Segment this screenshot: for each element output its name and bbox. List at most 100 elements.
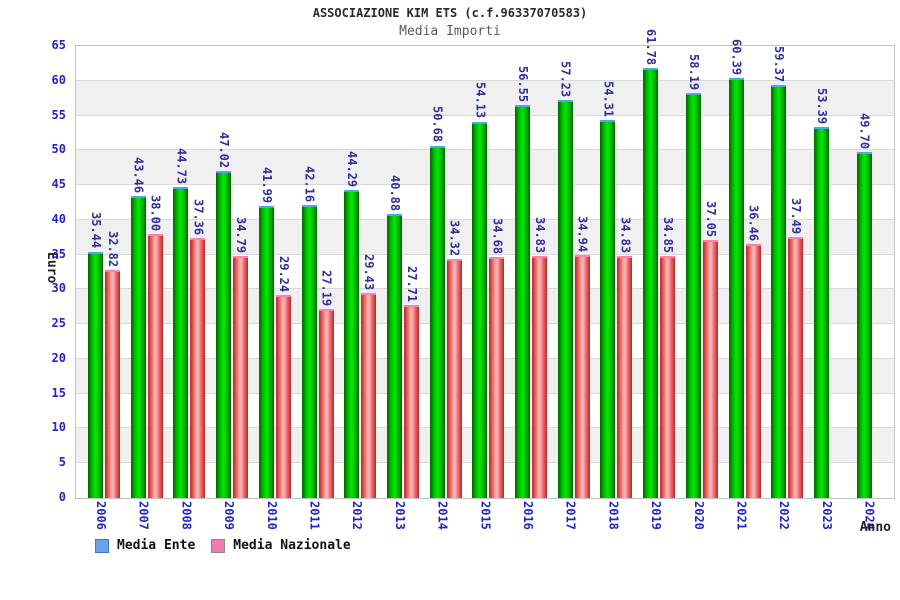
bar-media-nazionale-2022: [788, 237, 804, 498]
y-tick-label: 0: [58, 490, 66, 504]
x-tick-label: 2024: [862, 501, 877, 530]
bar-value-label: 43.46: [131, 156, 146, 193]
x-tick-label: 2008: [179, 501, 194, 530]
bar-media-ente-2022: [771, 85, 787, 498]
y-tick-label: 40: [51, 211, 66, 226]
bar-value-label: 32.82: [106, 230, 120, 267]
y-tick-label: 55: [51, 107, 66, 122]
legend-label-media-nazionale: Media Nazionale: [233, 538, 351, 553]
bar-media-ente-2011: [301, 204, 317, 498]
bar-value-label: 49.70: [857, 113, 872, 150]
bar-value-label: 50.68: [430, 106, 445, 143]
x-tick-label: 2020: [691, 501, 706, 530]
bar-media-ente-2016: [515, 104, 530, 498]
x-tick-label: 2022: [777, 501, 792, 530]
bar-media-nazionale-2007: [147, 233, 163, 498]
x-axis-ticks: 2006 2007 2008 2009 2010 2011 2012 2013 2014 2015…: [75, 501, 893, 541]
bar-value-label: 61.78: [644, 29, 659, 66]
bar-value-label: 54.31: [601, 81, 616, 118]
y-tick-label: 35: [51, 246, 66, 261]
bar-media-ente-2015: [472, 121, 488, 498]
bar-media-nazionale-2020: [702, 240, 718, 498]
bar-value-label: 60.39: [729, 38, 744, 76]
gridline: [76, 114, 894, 116]
bar-value-label: 35.44: [89, 212, 103, 249]
bar-value-label: 56.55: [516, 65, 530, 102]
bar-value-label: 57.23: [558, 60, 573, 98]
legend: Media Ente Media Nazionale: [95, 538, 351, 553]
bar-media-nazionale-2014: [446, 259, 462, 498]
bar-value-label: 29.24: [276, 255, 291, 292]
bar-media-ente-2006: [88, 251, 103, 498]
x-tick-label: 2017: [563, 501, 578, 530]
x-tick-label: 2023: [819, 501, 834, 530]
plot-band: [76, 46, 894, 81]
x-tick-label: 2016: [521, 501, 535, 530]
legend-swatch-media-nazionale-icon: [211, 538, 226, 553]
legend-swatch-media-ente-icon: [95, 538, 109, 553]
bar-media-nazionale-2009: [233, 256, 249, 498]
bar-value-label: 38.00: [148, 194, 163, 231]
x-tick-label: 2013: [392, 501, 407, 530]
bar-value-label: 47.02: [217, 131, 232, 169]
y-tick-label: 65: [51, 38, 66, 52]
bar-media-ente-2023: [813, 126, 829, 498]
x-tick-label: 2015: [478, 501, 493, 530]
bar-value-label: 34.32: [447, 220, 462, 257]
legend-item-media-nazionale: Media Nazionale: [211, 538, 351, 553]
bar-media-nazionale-2013: [403, 305, 419, 498]
bar-media-nazionale-2008: [190, 238, 206, 498]
bar-value-label: 40.88: [387, 174, 402, 211]
bar-media-nazionale-2010: [275, 294, 291, 498]
bar-value-label: 34.83: [618, 216, 633, 253]
bar-media-ente-2024: [856, 152, 872, 498]
bar-value-label: 27.71: [404, 266, 419, 303]
x-tick-label: 2019: [649, 501, 664, 530]
plot-area: 35.44 32.82 43.46 38.00 44.73 37.36 47.02 34.79…: [75, 29, 895, 499]
bar-media-ente-2007: [130, 195, 146, 498]
y-tick-label: 10: [51, 420, 66, 435]
y-axis-title: Euro: [44, 252, 59, 284]
bar-value-label: 37.49: [789, 198, 804, 235]
bar-value-label: 53.39: [814, 87, 829, 124]
bar-value-label: 29.43: [362, 254, 377, 291]
legend-label-media-ente: Media Ente: [117, 538, 196, 553]
bar-media-nazionale-2021: [745, 244, 761, 498]
bar-value-label: 36.46: [746, 205, 761, 242]
bar-media-nazionale-2006: [105, 269, 120, 498]
y-tick-label: 30: [51, 281, 66, 296]
bar-media-nazionale-2019: [660, 255, 676, 498]
bar-media-nazionale-2015: [489, 256, 505, 498]
y-tick-label: 50: [51, 142, 66, 157]
y-tick-label: 20: [51, 350, 66, 365]
y-tick-label: 45: [51, 177, 66, 192]
bar-value-label: 34.68: [490, 217, 505, 254]
bar-media-ente-2013: [386, 213, 402, 498]
bar-media-ente-2017: [557, 100, 573, 498]
bar-media-ente-2010: [258, 206, 274, 498]
bar-value-label: 54.13: [473, 82, 488, 119]
bar-media-nazionale-2017: [574, 255, 590, 498]
gridline: [76, 79, 894, 81]
bar-media-ente-2019: [643, 68, 659, 498]
x-tick-label: 2021: [734, 501, 749, 530]
bar-value-label: 34.83: [533, 216, 547, 253]
x-tick-label: 2011: [307, 501, 322, 530]
x-tick-label: 2007: [136, 501, 151, 530]
bar-value-label: 27.19: [319, 269, 334, 306]
y-tick-label: 15: [51, 385, 66, 400]
bar-value-label: 34.94: [575, 215, 590, 253]
bar-value-label: 42.16: [302, 165, 317, 202]
chart-subtitle: Media Importi: [399, 24, 501, 39]
bar-value-label: 37.05: [703, 201, 718, 238]
bar-media-nazionale-2018: [617, 255, 633, 498]
bar-media-ente-2012: [344, 190, 360, 498]
y-tick-label: 60: [51, 72, 66, 87]
bar-media-ente-2009: [216, 171, 232, 498]
bar-media-nazionale-2012: [361, 293, 377, 498]
bar-value-label: 58.19: [686, 54, 701, 91]
bar-value-label: 34.79: [234, 216, 249, 254]
y-axis-ticks: 0 5 10 15 20 25 30 35 40 45 50 55 60 65: [0, 38, 66, 504]
legend-item-media-ente: Media Ente: [95, 538, 195, 553]
bar-value-label: 37.36: [191, 199, 206, 236]
